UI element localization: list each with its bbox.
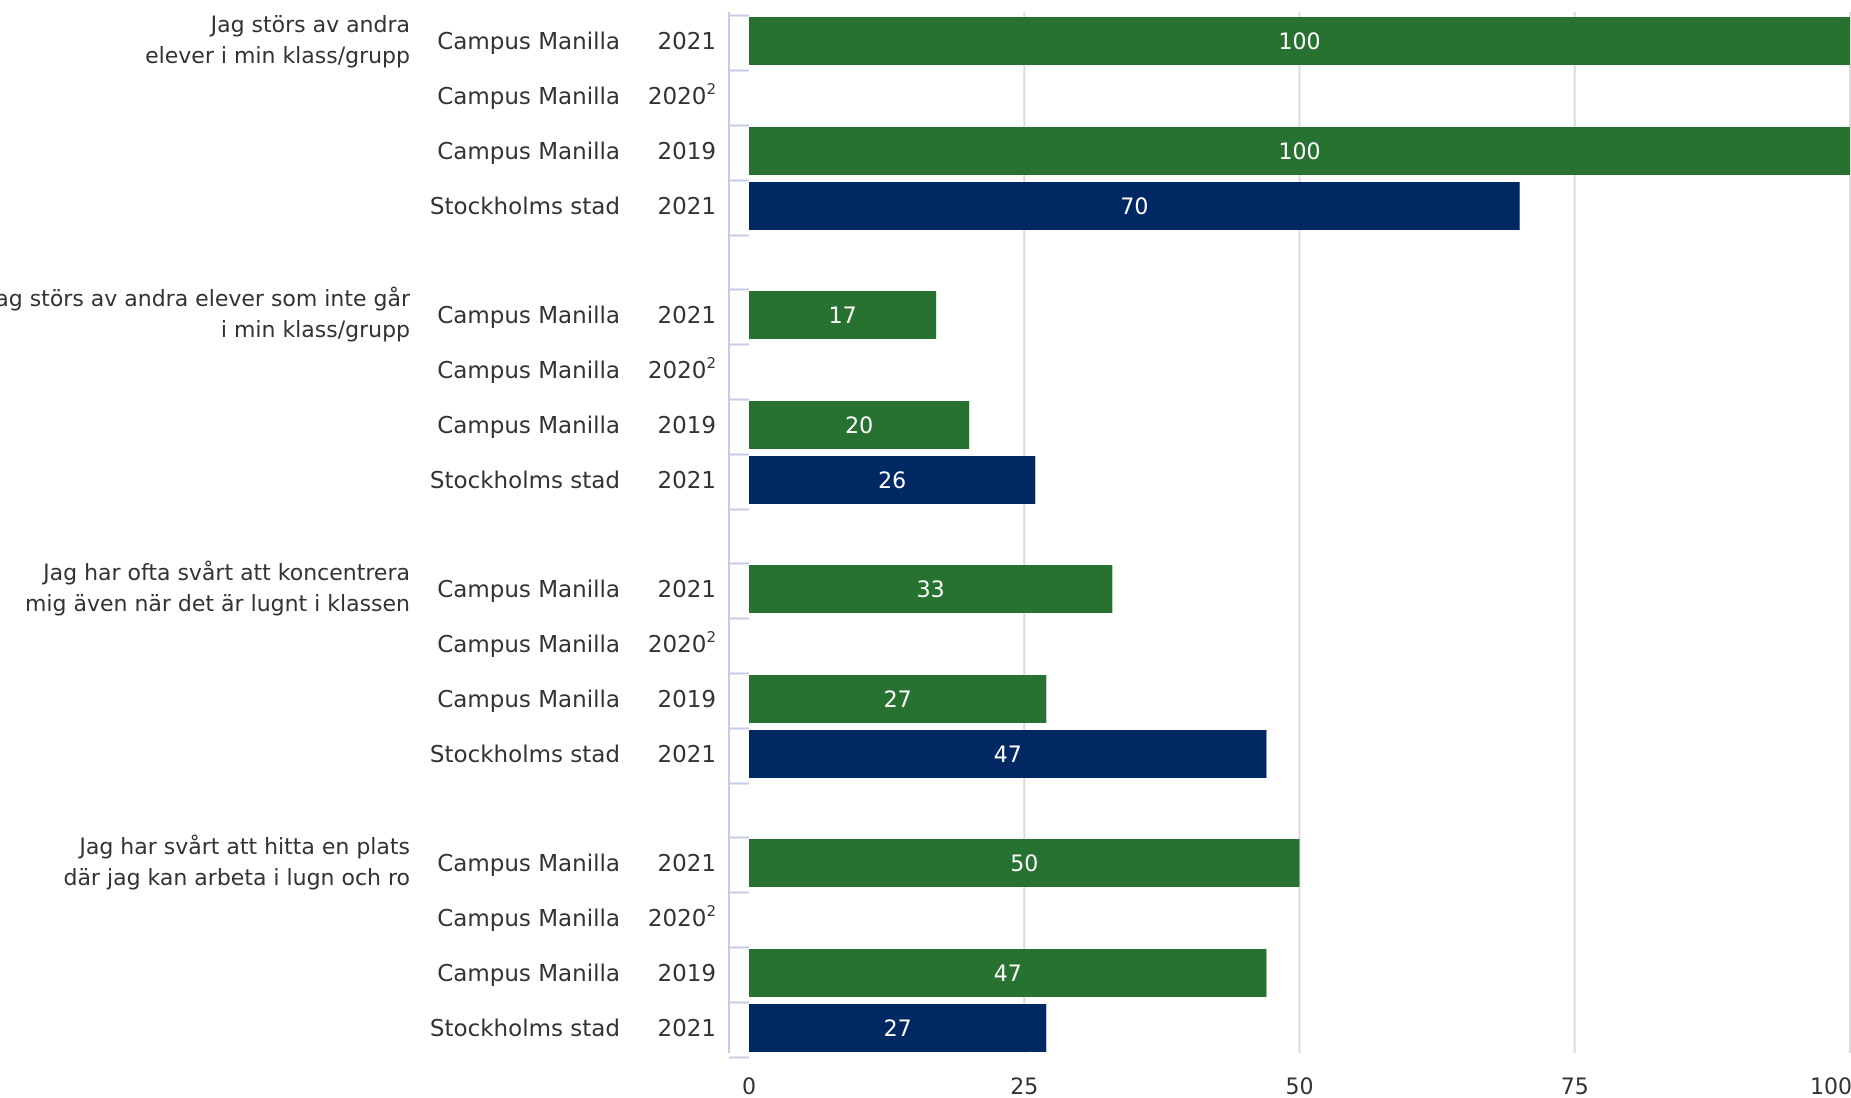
row-year-label: 20202: [648, 628, 716, 658]
row-unit-label: Campus Manilla: [437, 139, 620, 165]
row-year-label: 20202: [648, 902, 716, 932]
row-year-label: 2019: [657, 961, 716, 987]
row-unit-label: Campus Manilla: [437, 84, 620, 110]
row-unit-label: Stockholms stad: [430, 1016, 620, 1042]
bar-value-label: 17: [829, 304, 857, 329]
row-year-label: 20202: [648, 80, 716, 110]
row-unit-label: Campus Manilla: [437, 303, 620, 329]
row-unit-label: Campus Manilla: [437, 906, 620, 932]
row-year-text: 2020: [648, 358, 707, 384]
bar: [749, 675, 1047, 723]
bar: [749, 182, 1520, 230]
row-year-text: 2021: [657, 742, 716, 768]
row-year-label: 2019: [657, 687, 716, 713]
question-label-line: elever i min klass/grupp: [145, 44, 410, 69]
x-tick-label: 0: [742, 1075, 756, 1098]
row-year-label: 2019: [657, 413, 716, 439]
question-label-line: Jag störs av andra elever som inte går: [0, 286, 411, 312]
row-unit-label: Stockholms stad: [430, 194, 620, 220]
bar: [749, 730, 1267, 778]
bar: [749, 291, 937, 339]
row-labels: Jag störs av andra elever i min klass/gru…: [0, 13, 749, 1059]
row-year-text: 2021: [657, 303, 716, 329]
row-unit-label: Campus Manilla: [437, 577, 620, 603]
row-year-text: 2019: [657, 687, 716, 713]
bars: 100 100 70 17 20 26 33 27 47 50 47 27: [749, 17, 1850, 1052]
row-year-text: 2021: [657, 851, 716, 877]
question-label: Jag störs av andra elever i min klass/gru…: [145, 13, 410, 69]
row-unit-label: Campus Manilla: [437, 961, 620, 987]
x-tick-label: 50: [1286, 1075, 1314, 1098]
bar: [749, 839, 1300, 887]
row-year-text: 2021: [657, 468, 716, 494]
bar: [749, 949, 1267, 997]
question-label-line: i min klass/grupp: [221, 318, 410, 343]
question-label: Jag har ofta svårt att koncentrera mig äv…: [25, 560, 410, 617]
bar: [749, 1004, 1047, 1052]
question-label-line: mig även när det är lugnt i klassen: [25, 592, 410, 617]
x-tick-label: 100: [1810, 1075, 1851, 1098]
row-year-text: 2019: [657, 413, 716, 439]
row-year-footnote: 2: [706, 354, 716, 372]
bar-value-label: 100: [1279, 140, 1321, 165]
row-unit-label: Campus Manilla: [437, 632, 620, 658]
row-year-footnote: 2: [706, 80, 716, 98]
row-year-label: 2021: [657, 1016, 716, 1042]
bar-value-label: 100: [1279, 30, 1321, 55]
x-tick-label: 25: [1010, 1075, 1038, 1098]
bar-value-label: 47: [994, 962, 1022, 987]
row-unit-label: Campus Manilla: [437, 687, 620, 713]
bar-value-label: 26: [878, 469, 906, 494]
row-year-footnote: 2: [706, 628, 716, 646]
question-label-line: Jag har svårt att hitta en plats: [77, 834, 410, 860]
bar-value-label: 47: [994, 743, 1022, 768]
row-unit-label: Campus Manilla: [437, 358, 620, 384]
bar: [749, 127, 1850, 175]
row-unit-label: Campus Manilla: [437, 29, 620, 55]
row-year-footnote: 2: [706, 902, 716, 920]
row-year-text: 2021: [657, 1016, 716, 1042]
bar-value-label: 20: [845, 414, 873, 439]
bar-value-label: 27: [884, 1017, 912, 1042]
row-year-label: 2021: [657, 468, 716, 494]
bar: [749, 17, 1850, 65]
row-unit-label: Stockholms stad: [430, 468, 620, 494]
row-year-label: 2021: [657, 303, 716, 329]
question-label-line: Jag störs av andra: [209, 13, 410, 38]
row-year-label: 20202: [648, 354, 716, 384]
row-unit-label: Stockholms stad: [430, 742, 620, 768]
bar-value-label: 33: [917, 578, 945, 603]
row-year-text: 2021: [657, 29, 716, 55]
question-label: Jag störs av andra elever som inte går i …: [0, 286, 411, 343]
row-year-text: 2019: [657, 961, 716, 987]
question-label: Jag har svårt att hitta en plats där jag …: [63, 834, 410, 891]
bar-value-label: 50: [1010, 852, 1038, 877]
row-year-label: 2021: [657, 577, 716, 603]
bar: [749, 565, 1113, 613]
row-year-label: 2021: [657, 194, 716, 220]
row-unit-label: Campus Manilla: [437, 413, 620, 439]
bar-value-label: 70: [1120, 195, 1148, 220]
bar-value-label: 27: [884, 688, 912, 713]
x-tick-label: 75: [1561, 1075, 1589, 1098]
row-year-text: 2021: [657, 577, 716, 603]
row-year-text: 2020: [648, 906, 707, 932]
row-year-text: 2021: [657, 194, 716, 220]
row-year-label: 2019: [657, 139, 716, 165]
row-year-text: 2020: [648, 84, 707, 110]
question-label-line: Jag har ofta svårt att koncentrera: [41, 560, 410, 586]
bar: [749, 456, 1036, 504]
row-year-text: 2019: [657, 139, 716, 165]
row-year-text: 2020: [648, 632, 707, 658]
row-year-label: 2021: [657, 851, 716, 877]
row-unit-label: Campus Manilla: [437, 851, 620, 877]
bar: [749, 401, 970, 449]
x-axis-ticks: 0 25 50 75 100: [742, 1075, 1851, 1098]
row-year-label: 2021: [657, 742, 716, 768]
row-year-label: 2021: [657, 29, 716, 55]
question-label-line: där jag kan arbeta i lugn och ro: [63, 866, 410, 891]
